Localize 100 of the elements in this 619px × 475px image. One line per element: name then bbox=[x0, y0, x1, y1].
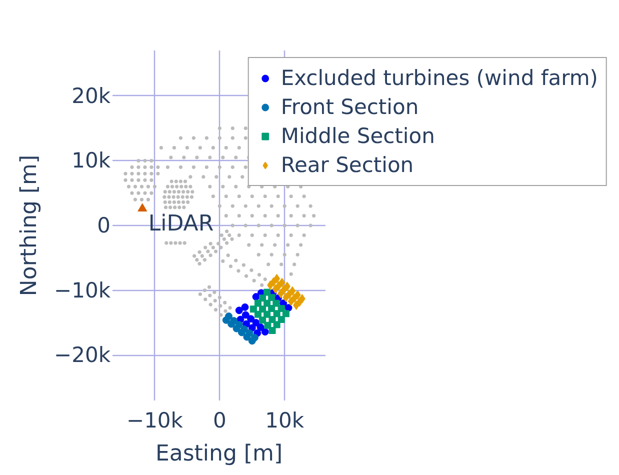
point bbox=[156, 165, 160, 170]
point bbox=[252, 278, 256, 282]
point bbox=[174, 180, 178, 184]
annotation: LiDAR bbox=[148, 212, 214, 237]
x-tick-label: 0 bbox=[212, 408, 226, 432]
point bbox=[174, 241, 178, 245]
point bbox=[163, 190, 167, 194]
point bbox=[133, 184, 138, 188]
point bbox=[162, 195, 166, 199]
point bbox=[218, 296, 222, 300]
point bbox=[164, 241, 168, 245]
point bbox=[133, 198, 138, 202]
point bbox=[294, 290, 301, 300]
point bbox=[176, 195, 180, 199]
point bbox=[257, 272, 262, 277]
y-tick-label: 20k bbox=[72, 84, 112, 108]
point bbox=[126, 184, 131, 188]
y-tick-label: −10k bbox=[54, 278, 112, 302]
point bbox=[168, 200, 172, 204]
point bbox=[182, 241, 186, 245]
point bbox=[278, 316, 285, 323]
point bbox=[241, 303, 249, 311]
point bbox=[172, 195, 176, 199]
point bbox=[174, 184, 179, 188]
point bbox=[143, 158, 147, 163]
point bbox=[146, 184, 150, 188]
point bbox=[221, 259, 225, 263]
point bbox=[211, 246, 216, 250]
point bbox=[202, 288, 207, 292]
point bbox=[152, 184, 157, 188]
y-tick-label: −20k bbox=[54, 343, 112, 368]
point bbox=[230, 237, 234, 241]
point bbox=[188, 184, 192, 188]
point bbox=[246, 329, 254, 337]
point bbox=[228, 306, 232, 310]
legend-label: Excluded turbines (wind farm) bbox=[280, 66, 598, 90]
point bbox=[172, 200, 176, 204]
point bbox=[143, 172, 147, 176]
point bbox=[289, 286, 296, 296]
point bbox=[208, 242, 212, 246]
point bbox=[236, 269, 240, 273]
point bbox=[261, 328, 269, 336]
point bbox=[138, 203, 148, 212]
legend-label: Rear Section bbox=[280, 153, 414, 177]
point bbox=[140, 184, 144, 188]
point bbox=[172, 206, 177, 210]
point bbox=[208, 253, 212, 258]
point bbox=[242, 311, 250, 319]
point bbox=[167, 195, 171, 199]
point bbox=[124, 178, 128, 182]
point bbox=[184, 184, 188, 188]
point bbox=[220, 233, 224, 238]
point bbox=[224, 312, 232, 320]
point bbox=[259, 316, 266, 324]
point bbox=[247, 315, 255, 323]
point bbox=[166, 184, 170, 188]
point bbox=[204, 246, 208, 250]
point bbox=[206, 250, 210, 254]
point bbox=[143, 178, 147, 182]
point bbox=[150, 165, 154, 170]
point bbox=[136, 165, 140, 170]
point bbox=[168, 190, 172, 194]
point bbox=[176, 190, 181, 194]
point bbox=[163, 200, 167, 204]
point bbox=[198, 250, 202, 254]
point bbox=[150, 191, 154, 195]
point bbox=[192, 254, 196, 258]
point bbox=[298, 294, 306, 304]
point bbox=[195, 258, 199, 262]
point bbox=[242, 263, 246, 267]
point bbox=[190, 190, 194, 194]
point bbox=[178, 241, 182, 245]
point bbox=[212, 290, 216, 294]
point bbox=[179, 184, 184, 188]
point bbox=[250, 268, 254, 272]
point bbox=[277, 288, 284, 298]
point bbox=[150, 178, 154, 182]
point bbox=[264, 310, 271, 318]
point bbox=[224, 309, 228, 313]
point bbox=[181, 190, 186, 194]
point bbox=[172, 190, 176, 194]
point bbox=[224, 229, 229, 234]
point bbox=[198, 262, 202, 266]
x-axis-title: Easting [m] bbox=[155, 442, 283, 466]
point bbox=[186, 190, 190, 194]
point bbox=[244, 274, 248, 278]
point bbox=[274, 274, 280, 284]
point bbox=[150, 158, 154, 163]
point bbox=[136, 158, 140, 163]
point bbox=[181, 200, 186, 204]
legend-label: Front Section bbox=[280, 95, 419, 119]
point bbox=[254, 300, 262, 307]
point bbox=[136, 191, 140, 195]
point bbox=[250, 334, 258, 342]
point bbox=[178, 180, 183, 184]
point bbox=[124, 172, 128, 176]
point bbox=[235, 320, 243, 328]
point bbox=[230, 317, 238, 325]
point bbox=[168, 206, 172, 210]
point bbox=[143, 165, 147, 170]
